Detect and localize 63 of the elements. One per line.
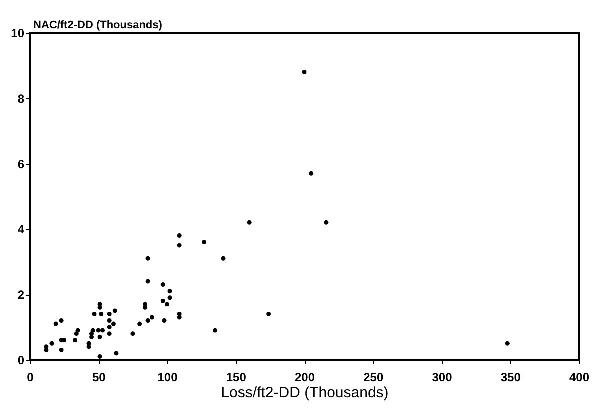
point	[177, 243, 182, 248]
point	[86, 341, 92, 346]
point	[302, 70, 307, 74]
point	[96, 328, 101, 333]
point	[324, 220, 329, 225]
point	[111, 322, 116, 326]
point	[160, 298, 166, 304]
point	[146, 279, 150, 284]
point	[177, 315, 182, 320]
point	[59, 348, 64, 352]
point	[90, 334, 94, 340]
x-tick-label: 300	[432, 370, 453, 384]
point	[114, 351, 119, 356]
point	[107, 318, 112, 323]
point	[107, 325, 112, 330]
point	[146, 318, 150, 323]
point	[168, 296, 172, 300]
point	[505, 341, 510, 346]
point	[107, 332, 112, 336]
point	[50, 341, 54, 346]
point	[100, 328, 105, 333]
point	[98, 354, 102, 359]
y-tick-label: 0	[18, 354, 25, 368]
x-tick-label: 0	[27, 370, 34, 384]
x-tick-label: 200	[294, 370, 316, 384]
x-tick-label: 250	[364, 370, 384, 384]
point	[74, 332, 79, 336]
x-tick-label: 50	[92, 370, 106, 384]
y-tick-label: 8	[18, 92, 25, 106]
point	[168, 289, 172, 294]
point	[59, 318, 64, 323]
point	[150, 315, 154, 320]
y-tick-label: 6	[18, 157, 25, 172]
y-tick-label: 10	[11, 26, 25, 40]
point	[62, 338, 67, 343]
y-tick-label: 2	[18, 288, 25, 302]
point	[309, 171, 314, 176]
point	[162, 318, 167, 323]
x-axis-title: Loss/ft2-DD (Thousands)	[221, 384, 389, 402]
point	[99, 312, 104, 316]
x-tick-label: 350	[500, 370, 522, 384]
point	[165, 302, 170, 307]
point	[160, 282, 166, 288]
y-tick-label: 4	[18, 222, 25, 237]
point	[146, 256, 150, 261]
point	[213, 328, 218, 333]
point	[130, 332, 136, 336]
x-tick-label: 400	[569, 370, 590, 384]
point	[107, 312, 112, 316]
point	[266, 312, 272, 316]
point	[92, 312, 97, 316]
x-tick-label: 100	[158, 370, 178, 384]
point	[247, 220, 252, 225]
point	[54, 322, 58, 326]
point	[221, 256, 226, 261]
y-axis-title: NAC/ft2-DD (Thousands)	[34, 20, 163, 32]
point	[98, 334, 102, 340]
x-tick-label: 150	[226, 370, 247, 384]
point	[73, 338, 78, 343]
point	[202, 240, 207, 245]
point	[177, 234, 182, 238]
point	[138, 322, 142, 326]
point	[112, 308, 118, 314]
